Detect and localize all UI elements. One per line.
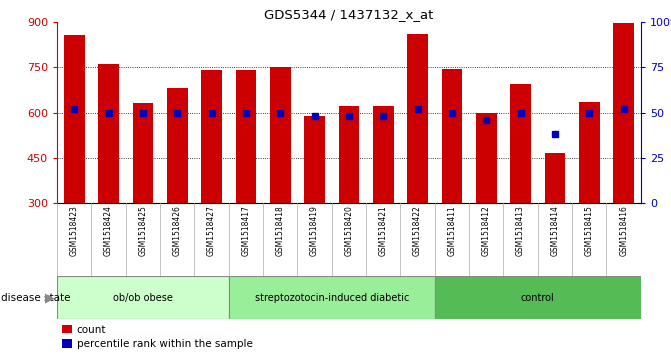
Text: GSM1518424: GSM1518424 (104, 205, 113, 256)
Bar (133, 103, 153, 203)
Bar (229, 276, 435, 319)
Bar (64, 35, 85, 203)
Text: streptozotocin-induced diabetic: streptozotocin-induced diabetic (254, 293, 409, 303)
Bar (613, 23, 634, 203)
Text: disease state: disease state (1, 293, 70, 303)
Text: GSM1518416: GSM1518416 (619, 205, 628, 256)
Bar (435, 276, 641, 319)
Text: ▶: ▶ (46, 291, 55, 304)
Text: control: control (521, 293, 555, 303)
Text: GSM1518419: GSM1518419 (310, 205, 319, 256)
Bar (304, 115, 325, 203)
Bar (476, 113, 497, 203)
Bar (442, 69, 462, 203)
Text: GSM1518417: GSM1518417 (242, 205, 250, 256)
Title: GDS5344 / 1437132_x_at: GDS5344 / 1437132_x_at (264, 8, 433, 21)
Bar (545, 153, 565, 203)
Text: GSM1518427: GSM1518427 (207, 205, 216, 256)
Bar (57, 276, 229, 319)
Text: GSM1518426: GSM1518426 (172, 205, 182, 256)
Bar (98, 64, 119, 203)
Text: GSM1518415: GSM1518415 (585, 205, 594, 256)
Text: GSM1518422: GSM1518422 (413, 205, 422, 256)
Text: GSM1518420: GSM1518420 (344, 205, 354, 256)
Bar (407, 34, 428, 203)
Text: GSM1518414: GSM1518414 (550, 205, 560, 256)
Text: GSM1518413: GSM1518413 (516, 205, 525, 256)
Text: GSM1518423: GSM1518423 (70, 205, 79, 256)
Bar (511, 84, 531, 203)
Text: ob/ob obese: ob/ob obese (113, 293, 173, 303)
Legend: count, percentile rank within the sample: count, percentile rank within the sample (62, 325, 253, 349)
Text: GSM1518418: GSM1518418 (276, 205, 285, 256)
Bar (236, 70, 256, 203)
Bar (167, 88, 187, 203)
Text: GSM1518412: GSM1518412 (482, 205, 491, 256)
Bar (579, 102, 600, 203)
Bar (201, 70, 222, 203)
Bar (270, 67, 291, 203)
Text: GSM1518411: GSM1518411 (448, 205, 456, 256)
Text: GSM1518421: GSM1518421 (378, 205, 388, 256)
Bar (339, 106, 359, 203)
Text: GSM1518425: GSM1518425 (138, 205, 148, 256)
Bar (373, 106, 394, 203)
